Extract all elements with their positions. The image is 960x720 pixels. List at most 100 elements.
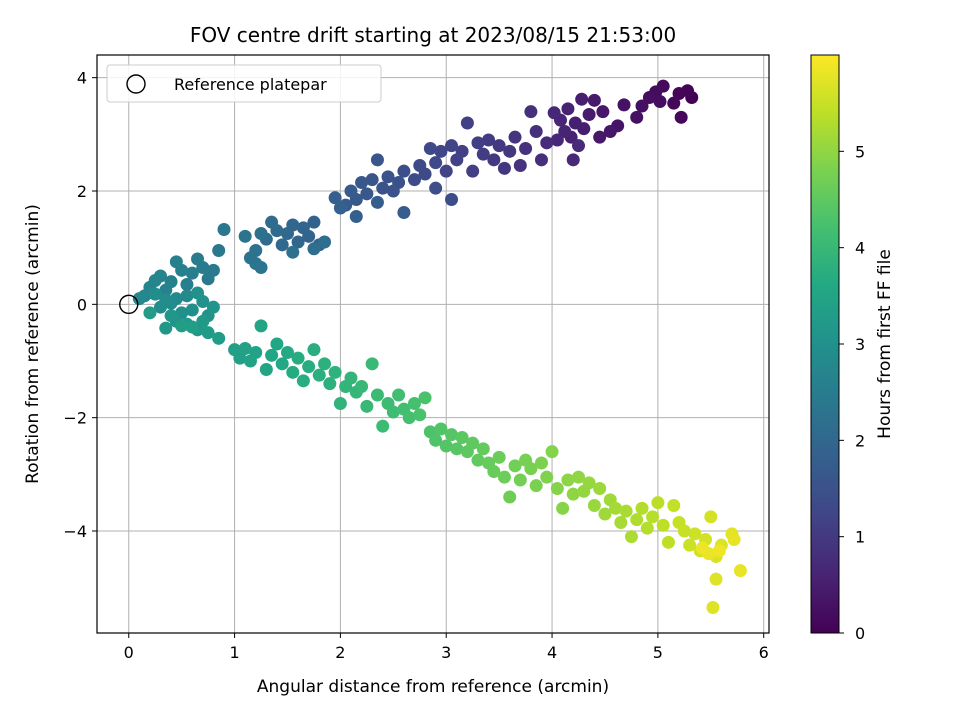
data-point bbox=[376, 181, 390, 195]
data-point bbox=[635, 501, 649, 515]
legend-label: Reference platepar bbox=[174, 75, 327, 94]
data-point bbox=[653, 94, 667, 108]
data-point bbox=[471, 136, 485, 150]
data-point bbox=[185, 320, 199, 334]
data-point bbox=[667, 499, 681, 512]
data-point bbox=[397, 206, 411, 220]
data-point bbox=[667, 96, 681, 110]
colorbar-tick-label: 4 bbox=[855, 239, 865, 258]
data-point bbox=[386, 184, 400, 198]
data-point bbox=[270, 337, 284, 351]
data-point bbox=[355, 176, 369, 189]
data-point bbox=[534, 153, 548, 167]
data-point bbox=[513, 159, 527, 172]
data-point bbox=[550, 133, 564, 147]
colorbar-tick-label: 2 bbox=[855, 431, 865, 450]
data-point bbox=[233, 351, 247, 365]
data-point bbox=[561, 102, 575, 116]
data-point bbox=[492, 450, 506, 464]
data-point bbox=[614, 516, 628, 529]
data-point bbox=[355, 380, 369, 393]
colorbar bbox=[810, 54, 840, 634]
data-point bbox=[656, 518, 670, 532]
data-point bbox=[159, 321, 173, 335]
data-point bbox=[695, 541, 709, 555]
data-point bbox=[545, 445, 559, 459]
data-point bbox=[196, 314, 210, 328]
data-point bbox=[492, 139, 506, 153]
y-tick-label: −2 bbox=[63, 409, 87, 428]
data-point bbox=[476, 147, 490, 161]
legend-box bbox=[106, 64, 382, 103]
data-point bbox=[402, 411, 416, 425]
data-point bbox=[143, 306, 157, 320]
data-point bbox=[164, 309, 178, 323]
data-point bbox=[153, 300, 167, 314]
scatter-points bbox=[119, 79, 747, 614]
data-point bbox=[185, 303, 199, 317]
data-point bbox=[704, 510, 718, 524]
data-point bbox=[587, 93, 601, 107]
data-point bbox=[418, 391, 432, 405]
data-point bbox=[503, 490, 517, 504]
data-point bbox=[175, 319, 189, 333]
data-point bbox=[280, 346, 294, 359]
data-point bbox=[328, 365, 342, 379]
data-point bbox=[540, 136, 554, 150]
data-point bbox=[672, 87, 686, 101]
data-point bbox=[259, 363, 273, 376]
data-point bbox=[561, 473, 575, 487]
data-point bbox=[386, 405, 400, 419]
data-point bbox=[445, 139, 459, 153]
x-tick-label: 0 bbox=[124, 643, 134, 662]
data-point bbox=[651, 496, 665, 510]
data-point bbox=[550, 482, 564, 495]
data-point bbox=[712, 544, 726, 558]
data-point bbox=[582, 108, 596, 121]
data-point bbox=[683, 538, 697, 552]
x-tick-label: 3 bbox=[441, 643, 451, 662]
legend: Reference platepar bbox=[106, 64, 382, 103]
data-point bbox=[630, 513, 644, 527]
data-point bbox=[566, 153, 580, 167]
data-point bbox=[349, 210, 363, 223]
data-point bbox=[450, 153, 464, 167]
data-point bbox=[238, 229, 252, 243]
data-point bbox=[429, 181, 443, 195]
data-point bbox=[307, 242, 321, 256]
data-point bbox=[191, 252, 205, 266]
x-tick-label: 4 bbox=[547, 643, 557, 662]
legend-marker-open-circle bbox=[126, 74, 146, 94]
data-point bbox=[596, 105, 610, 119]
data-point bbox=[646, 510, 660, 524]
data-point bbox=[558, 125, 572, 138]
data-point bbox=[617, 98, 631, 112]
data-point bbox=[169, 255, 183, 269]
data-point bbox=[392, 388, 406, 402]
data-point bbox=[344, 184, 358, 198]
data-point bbox=[318, 357, 332, 371]
data-point bbox=[185, 266, 199, 280]
data-point bbox=[217, 223, 231, 237]
data-point bbox=[307, 343, 321, 357]
data-point bbox=[603, 125, 617, 138]
data-point bbox=[556, 501, 570, 515]
data-point bbox=[212, 244, 226, 257]
data-point bbox=[328, 191, 342, 205]
data-point bbox=[455, 431, 469, 444]
data-point bbox=[476, 442, 490, 456]
data-point bbox=[206, 300, 220, 314]
data-point bbox=[291, 235, 305, 249]
chart-title: FOV centre drift starting at 2023/08/15 … bbox=[190, 23, 676, 47]
y-tick-label: 4 bbox=[77, 69, 87, 88]
data-point bbox=[381, 170, 395, 184]
data-point bbox=[466, 436, 480, 450]
data-point bbox=[508, 459, 522, 473]
data-point bbox=[609, 501, 623, 515]
x-tick-label: 1 bbox=[229, 643, 239, 662]
data-point bbox=[709, 572, 723, 586]
data-point bbox=[212, 331, 226, 345]
data-point bbox=[370, 388, 384, 402]
data-point bbox=[575, 92, 589, 106]
